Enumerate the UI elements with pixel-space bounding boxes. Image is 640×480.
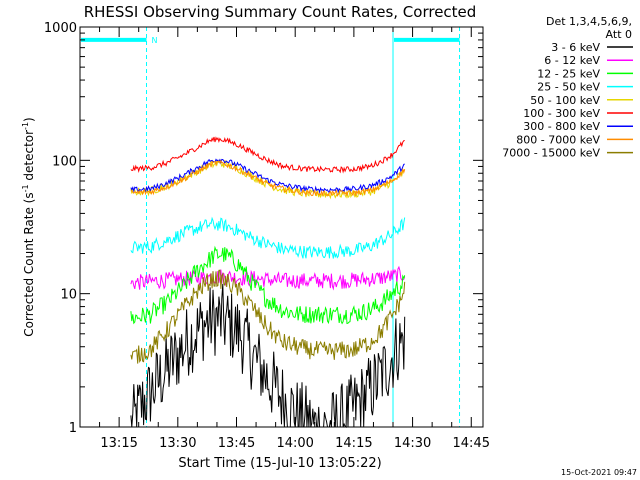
legend-label: 100 - 300 keV: [523, 107, 600, 120]
series-line-3-6-kev: [130, 283, 406, 429]
legend-header-line1: Det 1,3,4,5,6,9,: [546, 15, 632, 28]
y-axis-label: Corrected Count Rate (s-1 detector-1): [21, 117, 36, 336]
y-axis-label-end: ): [22, 117, 36, 122]
series-line-100-300-kev: [130, 136, 405, 174]
legend-label: 6 - 12 keV: [544, 54, 600, 67]
series-line-6-12-kev: [130, 265, 406, 291]
x-tick-label: 14:30: [394, 436, 431, 451]
x-tick-label: 14:00: [276, 436, 313, 451]
y-axis-label-mid: detector: [22, 130, 36, 185]
x-tick-label: 13:45: [218, 436, 255, 451]
legend-label: 3 - 6 keV: [551, 41, 600, 54]
series-line-12-25-kev: [130, 245, 406, 325]
y-axis-label-sup1: -1: [21, 184, 30, 192]
y-axis-label-main: Corrected Count Rate (s: [22, 192, 36, 336]
legend-header-line2: Att 0: [606, 28, 632, 41]
y-tick-label: 1000: [44, 21, 77, 36]
annotation-layer: N: [81, 27, 461, 427]
series-line-7000-15000-kev: [130, 269, 406, 364]
chart-title: RHESSI Observing Summary Count Rates, Co…: [84, 3, 477, 21]
legend-label: 12 - 25 keV: [537, 67, 600, 80]
y-tick-label: 10: [60, 288, 77, 303]
x-axis-label: Start Time (15-Jul-10 13:05:22): [178, 456, 381, 471]
y-tick-label: 1: [69, 421, 77, 436]
legend-label: 50 - 100 keV: [530, 94, 600, 107]
y-tick-label: 100: [52, 154, 77, 169]
y-axis: 1 10 100 1000: [44, 21, 483, 436]
legend-label: 300 - 800 keV: [523, 120, 600, 133]
x-tick-label: 13:30: [159, 436, 196, 451]
series-line-300-800-kev: [130, 158, 405, 194]
x-tick-label: 13:15: [100, 436, 137, 451]
y-axis-label-sup2: -1: [21, 122, 30, 130]
x-tick-label: 14:15: [335, 436, 372, 451]
legend-label: 800 - 7000 keV: [516, 133, 600, 146]
marker-label: N: [151, 36, 157, 45]
series-line-25-50-kev: [130, 216, 406, 259]
x-tick-label: 14:45: [453, 436, 490, 451]
x-axis: 13:15 13:30 13:45 14:00 14:15 14:30 14:45: [79, 27, 490, 451]
series-line-800-7000-kev: [130, 159, 406, 197]
legend-label: 25 - 50 keV: [537, 81, 600, 94]
plot-frame: [79, 26, 484, 428]
footer-timestamp: 15-Oct-2021 09:47: [561, 468, 637, 477]
legend-label: 7000 - 15000 keV: [502, 147, 600, 160]
series-layer: [130, 136, 406, 429]
